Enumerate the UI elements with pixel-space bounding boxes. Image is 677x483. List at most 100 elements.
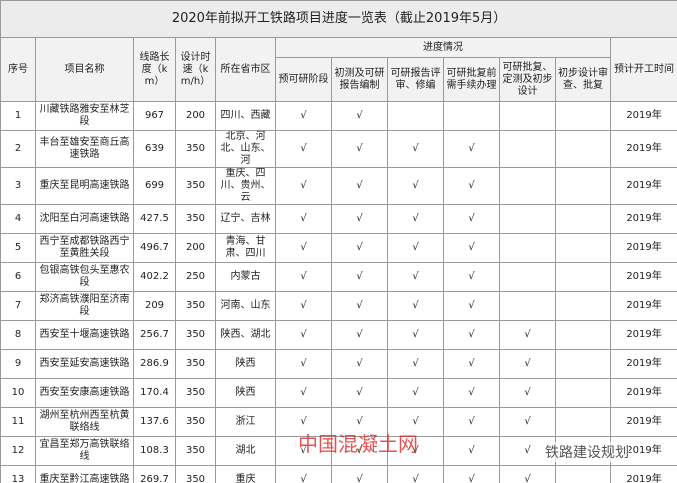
table-cell: 2019年 xyxy=(609,262,677,292)
table-cell: 286.9 xyxy=(133,349,176,379)
table-cell: √ xyxy=(275,465,332,483)
table-cell: 陕西、湖北 xyxy=(215,320,276,350)
table-cell: √ xyxy=(387,130,444,168)
table-cell: √ xyxy=(275,167,332,205)
table-cell: 陕西 xyxy=(215,378,276,408)
table-row: 2 丰台至雄安至商丘高速铁路 639 350 北京、河北、山东、河 √ √ √ √ 2019年 xyxy=(0,130,677,168)
table-cell: 四川、西藏 xyxy=(215,101,276,131)
table-cell: 209 xyxy=(133,291,176,321)
table-cell xyxy=(555,291,611,321)
table-cell: 川藏铁路雅安至林芝段 xyxy=(35,101,134,131)
table-cell xyxy=(555,130,611,168)
table-cell: √ xyxy=(387,204,444,234)
table-cell: √ xyxy=(499,407,556,437)
table-cell: 2019年 xyxy=(609,204,677,234)
table-cell: 350 xyxy=(175,349,216,379)
column-header: 序号 xyxy=(0,37,36,102)
table-cell: 269.7 xyxy=(133,465,176,483)
table-cell: √ xyxy=(331,233,388,263)
table-cell: 2019年 xyxy=(609,407,677,437)
table-cell xyxy=(555,465,611,483)
table-cell xyxy=(499,233,556,263)
table-cell: 宜昌至郑万高铁联络线 xyxy=(35,436,134,466)
table-cell: √ xyxy=(275,130,332,168)
table-cell: √ xyxy=(443,349,500,379)
header-row: 预可研阶段 初测及可研报告编制 可研报告评审、修编 可研批复前需手续办理 可研批复、定测… xyxy=(1,57,677,102)
table-cell xyxy=(499,101,556,131)
table-cell: 重庆至昆明高速铁路 xyxy=(35,167,134,205)
table-cell: √ xyxy=(387,291,444,321)
table-cell xyxy=(555,378,611,408)
table-cell: 6 xyxy=(0,262,36,292)
group-header: 进度情况 xyxy=(275,37,611,58)
table-cell: 重庆 xyxy=(215,465,276,483)
column-header: 预计开工时间 xyxy=(609,37,677,102)
table-cell xyxy=(499,262,556,292)
table-cell: √ xyxy=(331,101,388,131)
table-cell xyxy=(499,167,556,205)
table-cell: 北京、河北、山东、河 xyxy=(215,130,276,168)
table-row: 13 重庆至黔江高速铁路 269.7 350 重庆 √ √ √ √ √ 2019年 xyxy=(0,465,677,483)
table-cell: 11 xyxy=(0,407,36,437)
table-cell: 重庆至黔江高速铁路 xyxy=(35,465,134,483)
table-cell: 402.2 xyxy=(133,262,176,292)
table-cell: √ xyxy=(443,291,500,321)
table-cell: 350 xyxy=(175,291,216,321)
table-cell: 200 xyxy=(175,233,216,263)
table-cell: √ xyxy=(275,291,332,321)
table-cell: √ xyxy=(387,262,444,292)
table-row: 8 西安至十堰高速铁路 256.7 350 陕西、湖北 √ √ √ √ √ 2019年 xyxy=(0,320,677,350)
table-cell: √ xyxy=(331,465,388,483)
table-cell: 639 xyxy=(133,130,176,168)
table-cell: 重庆、四川、贵州、云 xyxy=(215,167,276,205)
table-cell: 浙江 xyxy=(215,407,276,437)
table-cell: 200 xyxy=(175,101,216,131)
table-cell: 427.5 xyxy=(133,204,176,234)
table-cell: 350 xyxy=(175,204,216,234)
table-cell: √ xyxy=(331,291,388,321)
table-cell: √ xyxy=(387,349,444,379)
table-cell: 350 xyxy=(175,436,216,466)
table-cell: 350 xyxy=(175,167,216,205)
table-cell: √ xyxy=(275,378,332,408)
column-header: 初步设计审查、批复 xyxy=(555,57,611,102)
table-cell: 2019年 xyxy=(609,320,677,350)
table-cell: √ xyxy=(387,233,444,263)
table-cell: √ xyxy=(275,262,332,292)
table-cell: √ xyxy=(443,130,500,168)
table-cell xyxy=(555,407,611,437)
table-cell: 3 xyxy=(0,167,36,205)
table-cell xyxy=(555,204,611,234)
table-cell: 2019年 xyxy=(609,101,677,131)
table-cell: 2019年 xyxy=(609,378,677,408)
table-cell: 湖州至杭州西至杭黄联络线 xyxy=(35,407,134,437)
table-cell: 2019年 xyxy=(609,465,677,483)
table-cell: √ xyxy=(443,465,500,483)
table-cell: √ xyxy=(443,233,500,263)
column-header: 可研批复、定测及初步设计 xyxy=(499,57,556,102)
table-cell: √ xyxy=(443,204,500,234)
table-cell: √ xyxy=(387,167,444,205)
table-cell: 9 xyxy=(0,349,36,379)
table-cell: √ xyxy=(331,320,388,350)
table-header: 2020年前拟开工铁路项目进度一览表（截止2019年5月） 序号 项目名称 线路长度… xyxy=(0,0,677,102)
table-cell: 496.7 xyxy=(133,233,176,263)
table-cell xyxy=(443,101,500,131)
table-row: 6 包银高铁包头至惠农段 402.2 250 内蒙古 √ √ √ √ 2019年 xyxy=(0,262,677,292)
table-cell: √ xyxy=(387,320,444,350)
table-cell: 170.4 xyxy=(133,378,176,408)
table-cell: √ xyxy=(499,378,556,408)
table-cell xyxy=(555,349,611,379)
table-cell: √ xyxy=(331,204,388,234)
table-cell: 350 xyxy=(175,378,216,408)
column-header: 项目名称 xyxy=(35,37,134,102)
table-cell: 陕西 xyxy=(215,349,276,379)
table-cell: 7 xyxy=(0,291,36,321)
table-cell: 8 xyxy=(0,320,36,350)
watermark: 中国混凝土网 xyxy=(298,432,418,456)
column-header: 可研报告评审、修编 xyxy=(387,57,444,102)
column-header: 线路长度（km） xyxy=(133,37,176,102)
table-cell xyxy=(499,291,556,321)
table-cell: √ xyxy=(275,233,332,263)
table-cell: 2019年 xyxy=(609,167,677,205)
